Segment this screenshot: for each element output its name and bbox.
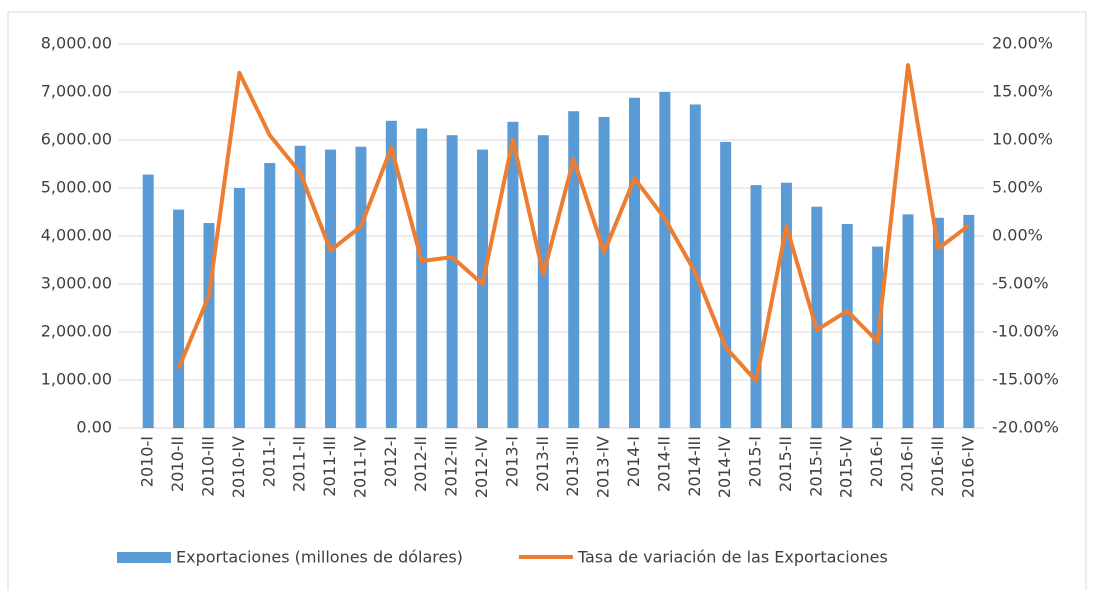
y2-tick-label: 15.00% xyxy=(992,82,1053,101)
x-tick-label: 2015-I xyxy=(746,436,765,487)
bar xyxy=(598,116,610,429)
y2-tick-label: 20.00% xyxy=(992,34,1053,53)
x-tick-label: 2012-III xyxy=(442,436,461,497)
x-tick-label: 2016-IV xyxy=(958,436,977,498)
bar xyxy=(780,182,792,428)
y-tick-label: 6,000.00 xyxy=(41,130,112,149)
y-tick-label: 8,000.00 xyxy=(41,34,112,53)
y2-tick-label: -5.00% xyxy=(992,274,1049,293)
x-tick-label: 2010-II xyxy=(168,436,187,492)
legend-label: Exportaciones (millones de dólares) xyxy=(176,548,463,567)
x-tick-label: 2010-I xyxy=(138,436,157,487)
y-tick-label: 0.00 xyxy=(76,418,112,437)
x-tick-label: 2015-II xyxy=(776,436,795,492)
bar xyxy=(750,185,762,428)
bar xyxy=(233,188,245,428)
x-tick-label: 2012-II xyxy=(411,436,430,492)
bar xyxy=(142,174,154,428)
x-tick-label: 2013-I xyxy=(502,436,521,487)
x-tick-label: 2015-III xyxy=(806,436,825,497)
y-tick-label: 1,000.00 xyxy=(41,370,112,389)
legend-swatch xyxy=(117,552,171,563)
x-tick-label: 2010-III xyxy=(198,436,217,497)
bar xyxy=(507,121,519,428)
bar xyxy=(963,214,975,428)
bar xyxy=(811,206,823,428)
y2-tick-label: 10.00% xyxy=(992,130,1053,149)
bar xyxy=(416,128,428,429)
bar xyxy=(325,149,337,428)
x-tick-label: 2012-IV xyxy=(472,436,491,498)
bar xyxy=(294,145,306,428)
y2-tick-label: -15.00% xyxy=(992,370,1059,389)
y-tick-label: 4,000.00 xyxy=(41,226,112,245)
x-tick-label: 2013-II xyxy=(533,436,552,492)
x-tick-label: 2011-III xyxy=(320,436,339,497)
x-tick-label: 2011-IV xyxy=(350,436,369,498)
y2-tick-label: -10.00% xyxy=(992,322,1059,341)
x-tick-label: 2015-IV xyxy=(837,436,856,498)
y2-tick-label: 5.00% xyxy=(992,178,1043,197)
bar xyxy=(446,135,458,428)
x-tick-label: 2014-III xyxy=(685,436,704,497)
x-tick-label: 2014-IV xyxy=(715,436,734,498)
bar xyxy=(932,217,944,428)
bar xyxy=(477,149,489,428)
bar xyxy=(203,223,215,428)
bar xyxy=(720,141,732,429)
bar xyxy=(173,209,185,428)
legend-label: Tasa de variación de las Exportaciones xyxy=(577,548,888,567)
bar xyxy=(659,92,671,428)
x-tick-label: 2016-III xyxy=(928,436,947,497)
x-tick-label: 2014-I xyxy=(624,436,643,487)
x-tick-label: 2011-II xyxy=(290,436,309,492)
y-tick-label: 2,000.00 xyxy=(41,322,112,341)
bar xyxy=(902,214,914,428)
y-tick-label: 7,000.00 xyxy=(41,82,112,101)
bar xyxy=(537,135,549,428)
bar xyxy=(568,111,580,428)
x-tick-label: 2014-II xyxy=(654,436,673,492)
line xyxy=(176,63,971,383)
bar xyxy=(355,146,367,428)
y-tick-label: 3,000.00 xyxy=(41,274,112,293)
bar xyxy=(689,104,701,428)
y2-tick-label: -20.00% xyxy=(992,418,1059,437)
x-tick-label: 2012-I xyxy=(381,436,400,487)
x-tick-label: 2016-II xyxy=(898,436,917,492)
bar xyxy=(628,97,640,428)
x-tick-label: 2010-IV xyxy=(229,436,248,498)
y-tick-label: 5,000.00 xyxy=(41,178,112,197)
x-tick-label: 2011-I xyxy=(259,436,278,487)
bar xyxy=(841,224,853,428)
x-tick-label: 2016-I xyxy=(867,436,886,487)
y2-tick-label: 0.00% xyxy=(992,226,1043,245)
x-tick-label: 2013-III xyxy=(563,436,582,497)
x-tick-label: 2013-IV xyxy=(594,436,613,498)
bar xyxy=(264,163,276,429)
chart-frame xyxy=(7,11,1087,590)
bar xyxy=(385,120,397,429)
